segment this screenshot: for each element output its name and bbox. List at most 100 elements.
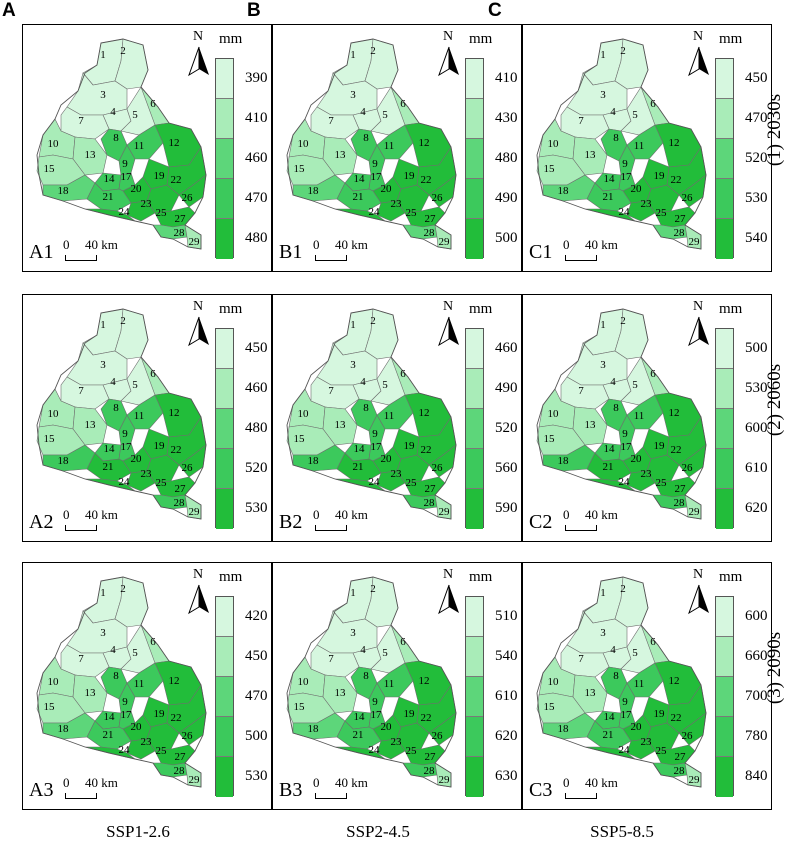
subbasin-number: 27 [425, 483, 437, 495]
subbasin-number: 22 [671, 444, 682, 456]
legend-tick-label: 600 [745, 608, 768, 624]
subbasin-number: 23 [391, 468, 403, 480]
subbasin-number: 25 [406, 477, 418, 489]
subbasin-number: 25 [656, 477, 668, 489]
legend-colorbar [715, 58, 734, 259]
subbasin-number: 25 [406, 745, 418, 757]
scale-distance: 40 km [335, 237, 368, 252]
subbasin-number: 1 [600, 319, 606, 331]
scale-bar-line [565, 793, 597, 799]
legend-tick-label: 430 [495, 110, 518, 126]
panel-label: C3 [529, 779, 553, 801]
scale-distance: 40 km [585, 775, 618, 790]
legend-tick-label: 530 [245, 500, 268, 516]
north-arrow-icon: N [187, 299, 211, 349]
legend-unit: mm [719, 301, 743, 317]
subbasin-number: 2 [620, 315, 626, 327]
subbasin-number: 12 [419, 675, 430, 687]
legend-tick-label: 500 [245, 728, 268, 744]
subbasin-number: 15 [294, 701, 306, 713]
subbasin-number: 9 [622, 158, 628, 170]
legend-tick-label: 700 [745, 688, 768, 704]
subbasin-number: 20 [631, 721, 643, 733]
subbasin-number: 4 [610, 376, 616, 388]
subbasin-number: 6 [150, 98, 156, 110]
scale-distance: 40 km [85, 237, 118, 252]
subbasin-number: 23 [641, 736, 653, 748]
legend-tick-label: 540 [745, 230, 768, 246]
north-arrow-shape [688, 316, 709, 347]
subbasin-number: 17 [121, 171, 133, 183]
subbasin-number: 24 [619, 476, 631, 488]
basin-outline [36, 308, 207, 520]
subbasin-number: 24 [619, 206, 631, 218]
subbasin-number: 8 [613, 670, 619, 682]
subbasin-number: 20 [381, 183, 393, 195]
subbasin-number: 5 [132, 379, 138, 391]
scenario-label-ssp126: SSP1-2.6 [106, 822, 170, 841]
subbasin-number: 27 [675, 213, 687, 225]
subbasin-number: 14 [354, 173, 366, 185]
subbasin-number: 21 [603, 461, 614, 473]
subbasin-number: 11 [634, 678, 645, 690]
legend-unit: mm [219, 569, 243, 585]
legend-swatch-4 [466, 179, 483, 219]
subbasin-number: 3 [350, 89, 356, 101]
scenario-label-ssp245: SSP2-4.5 [346, 822, 410, 841]
north-arrow-shape [188, 316, 209, 347]
subbasin-23 [376, 738, 406, 760]
basin-outline [536, 308, 707, 520]
subbasin-number: 25 [406, 207, 418, 219]
subbasin-number: 17 [621, 441, 633, 453]
north-label: N [693, 29, 704, 44]
subbasin-number: 1 [350, 319, 356, 331]
subbasin-number: 26 [432, 730, 444, 742]
legend-swatch-3 [216, 677, 233, 717]
subbasin-number: 3 [100, 89, 106, 101]
legend-tick-label: 620 [495, 728, 518, 744]
subbasin-number: 24 [619, 744, 631, 756]
subbasin-number: 20 [131, 721, 143, 733]
subbasin-number: 8 [363, 132, 369, 144]
north-arrow-icon: N [687, 567, 711, 617]
subbasin-number: 2 [120, 315, 126, 327]
map-panel-a2: 1 2 3 4 5 6 7 8 9 10 11 12 13 14 15 17 18 19 20 21 22 23 24 25 2… [22, 294, 272, 542]
north-label: N [443, 29, 454, 44]
column-letter-a: A [2, 0, 16, 21]
subbasin-number: 2 [370, 315, 376, 327]
subbasin-number: 4 [360, 376, 366, 388]
subbasin-number: 17 [621, 709, 633, 721]
subbasin-number: 18 [58, 455, 70, 467]
subbasin-number: 10 [298, 138, 310, 150]
legend-swatch-1 [716, 329, 733, 369]
north-label: N [443, 299, 454, 314]
map-panel-a1: 1 2 3 4 5 6 7 8 9 10 11 12 13 14 15 17 18 19 20 21 22 23 24 25 2… [22, 24, 272, 272]
subbasin-number: 19 [404, 440, 416, 452]
north-arrow-shape [188, 46, 209, 77]
legend-tick-label: 520 [745, 150, 768, 166]
legend-tick-label: 420 [245, 608, 268, 624]
subbasin-number: 26 [682, 730, 694, 742]
subbasin-number: 9 [122, 158, 128, 170]
subbasin-number: 12 [669, 407, 680, 419]
basin-outline [536, 38, 707, 250]
subbasin-number: 28 [424, 227, 436, 239]
row-label-text: (3) 2090s [764, 631, 785, 705]
subbasin-number: 3 [350, 359, 356, 371]
map-panel-c2: 1 2 3 4 5 6 7 8 9 10 11 12 13 14 15 17 18 19 20 21 22 23 24 25 2… [522, 294, 772, 542]
legend-swatch-5 [716, 219, 733, 259]
subbasin-number: 25 [656, 745, 668, 757]
subbasin-number: 1 [100, 49, 106, 61]
legend-swatch-5 [466, 219, 483, 259]
row-label-2060s: (2) 2060s [760, 300, 790, 500]
scale-bar-line [315, 255, 347, 261]
subbasin-number: 28 [424, 765, 436, 777]
subbasin-number: 13 [585, 419, 597, 431]
subbasin-23 [626, 200, 656, 222]
legend-swatch-3 [716, 409, 733, 449]
legend-tick-label: 450 [245, 648, 268, 664]
